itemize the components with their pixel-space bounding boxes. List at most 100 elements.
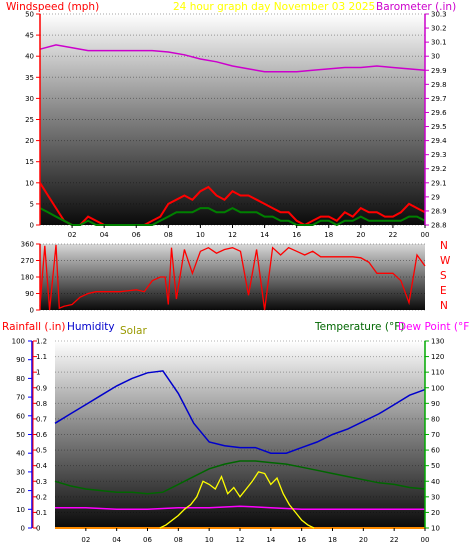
wind-tick-label: 25 — [25, 116, 34, 124]
bottom-x-tick-label: 14 — [266, 536, 275, 544]
compass-label-w: W — [440, 255, 451, 267]
rain-tick-label: 0.4 — [36, 462, 48, 470]
temp-tick-label: 130 — [431, 338, 444, 346]
top-x-tick-label: 16 — [292, 231, 301, 239]
top-x-tick-label: 08 — [164, 231, 173, 239]
temp-tick-label: 60 — [431, 447, 440, 455]
bottom-x-tick-label: 02 — [81, 536, 90, 544]
temp-tick-label: 80 — [431, 415, 440, 423]
baro-tick-label: 30.3 — [431, 11, 447, 19]
rain-tick-label: 0.7 — [36, 415, 47, 423]
temperature-line — [54, 460, 426, 495]
bottom-x-tick-label: 10 — [205, 536, 214, 544]
direction-tick-label: 0 — [30, 307, 34, 315]
rain-tick-label: 1.1 — [36, 353, 47, 361]
humidity-tick-label: 10 — [16, 506, 25, 514]
humidity-tick-label: 100 — [12, 338, 25, 346]
compass-label-n: N — [440, 240, 448, 252]
temp-tick-label: 40 — [431, 478, 440, 486]
temp-tick-label: 120 — [431, 353, 444, 361]
temp-tick-label: 100 — [431, 384, 444, 392]
baro-tick-label: 29.6 — [431, 109, 447, 117]
solar-label: Solar — [120, 325, 147, 337]
windspeed-label: Windspeed (mph) — [6, 1, 99, 13]
wind-direction-plot-area — [40, 244, 425, 310]
humidity-tick-label: 20 — [16, 487, 25, 495]
wind-direction-line — [39, 244, 426, 311]
humidity-tick-label: 70 — [16, 394, 25, 402]
humidity-tick-label: 40 — [16, 450, 25, 458]
bottom-x-tick-label: 18 — [328, 536, 337, 544]
rain-tick-label: 0.3 — [36, 478, 47, 486]
rain-tick-label: 0.2 — [36, 493, 47, 501]
wind-direction-axes: 0 90 180 270 360 — [21, 241, 41, 315]
rain-tick-label: 0.1 — [36, 509, 47, 517]
bottom-x-tick-label: 16 — [297, 536, 306, 544]
bottom-x-tick-label: 06 — [143, 536, 152, 544]
temp-tick-label: 20 — [431, 509, 440, 517]
humidity-tick-label: 80 — [16, 375, 25, 383]
baro-tick-label: 29.2 — [431, 165, 447, 173]
direction-tick-label: 360 — [21, 241, 34, 249]
top-x-tick-label: 06 — [132, 231, 141, 239]
top-x-tick-label: 12 — [228, 231, 237, 239]
temp-tick-label: 10 — [431, 525, 440, 533]
bottom-x-tick-label: 08 — [174, 536, 183, 544]
rain-humidity-temp-axes: 0 0.1 0.2 0.3 0.4 0.5 0.6 0.7 0.8 0.9 1 1.1 1.2 0 10 20… — [12, 338, 445, 545]
baro-tick-label: 29.7 — [431, 95, 447, 103]
humidity-tick-label: 30 — [16, 468, 25, 476]
rain-tick-label: 1 — [36, 369, 40, 377]
compass-label-s: S — [440, 270, 447, 282]
baro-tick-label: 29.1 — [431, 179, 447, 187]
rain-humidity-temp-plot-area — [55, 341, 425, 528]
top-x-tick-label: 00 — [421, 231, 430, 239]
wind-tick-label: 30 — [25, 95, 34, 103]
rain-tick-label: 0.5 — [36, 447, 47, 455]
top-x-tick-label: 02 — [68, 231, 77, 239]
baro-tick-label: 29.3 — [431, 151, 447, 159]
temperature-label: Temperature (°F) — [314, 321, 404, 333]
bottom-x-tick-label: 04 — [112, 536, 121, 544]
rain-tick-label: 0.8 — [36, 400, 47, 408]
baro-tick-label: 29.5 — [431, 123, 447, 131]
baro-tick-label: 30.1 — [431, 39, 447, 47]
barometer-line — [39, 44, 426, 73]
baro-tick-label: 30 — [431, 53, 440, 61]
humidity-tick-label: 50 — [16, 431, 25, 439]
wind-direction-series — [39, 244, 426, 311]
compass-label-e: E — [440, 285, 447, 297]
baro-tick-label: 29.4 — [431, 137, 447, 145]
rain-tick-label: 1.2 — [36, 338, 47, 346]
rainfall-label: Rainfall (.in) — [2, 321, 65, 333]
temp-tick-label: 50 — [431, 462, 440, 470]
top-x-tick-label: 20 — [356, 231, 365, 239]
direction-tick-label: 270 — [21, 257, 34, 265]
humidity-label: Humidity — [67, 321, 115, 333]
solar-line — [159, 471, 315, 529]
wind-tick-label: 35 — [25, 74, 34, 82]
humidity-tick-label: 60 — [16, 412, 25, 420]
wind-baro-axes: 0 5 10 15 20 25 30 35 40 45 50 28.8 28.9 29 29.1 29.2 29… — [25, 11, 447, 240]
wind-tick-label: 40 — [25, 53, 34, 61]
baro-tick-label: 30.2 — [431, 25, 447, 33]
barometer-label: Barometer (.in) — [376, 1, 456, 13]
bottom-x-tick-label: 22 — [390, 536, 399, 544]
wind-tick-label: 45 — [25, 32, 34, 40]
top-x-tick-label: 10 — [196, 231, 205, 239]
top-x-tick-label: 18 — [324, 231, 333, 239]
baro-tick-label: 29 — [431, 193, 440, 201]
baro-tick-label: 28.9 — [431, 207, 447, 215]
bottom-x-tick-label: 12 — [236, 536, 245, 544]
wind-direction-gridlines — [40, 243, 425, 311]
rain-tick-label: 0.9 — [36, 384, 47, 392]
dewpoint-label: Dew Point (°F) — [398, 321, 470, 333]
graph-title: 24 hour graph day November 03 2025 — [173, 1, 375, 13]
wind-tick-label: 10 — [25, 179, 34, 187]
wind-tick-label: 15 — [25, 158, 34, 166]
top-x-tick-label: 14 — [260, 231, 269, 239]
rain-tick-label: 0 — [36, 525, 40, 533]
temp-tick-label: 30 — [431, 493, 440, 501]
rain-tick-label: 0.6 — [36, 431, 48, 439]
wind-tick-label: 50 — [25, 11, 34, 19]
